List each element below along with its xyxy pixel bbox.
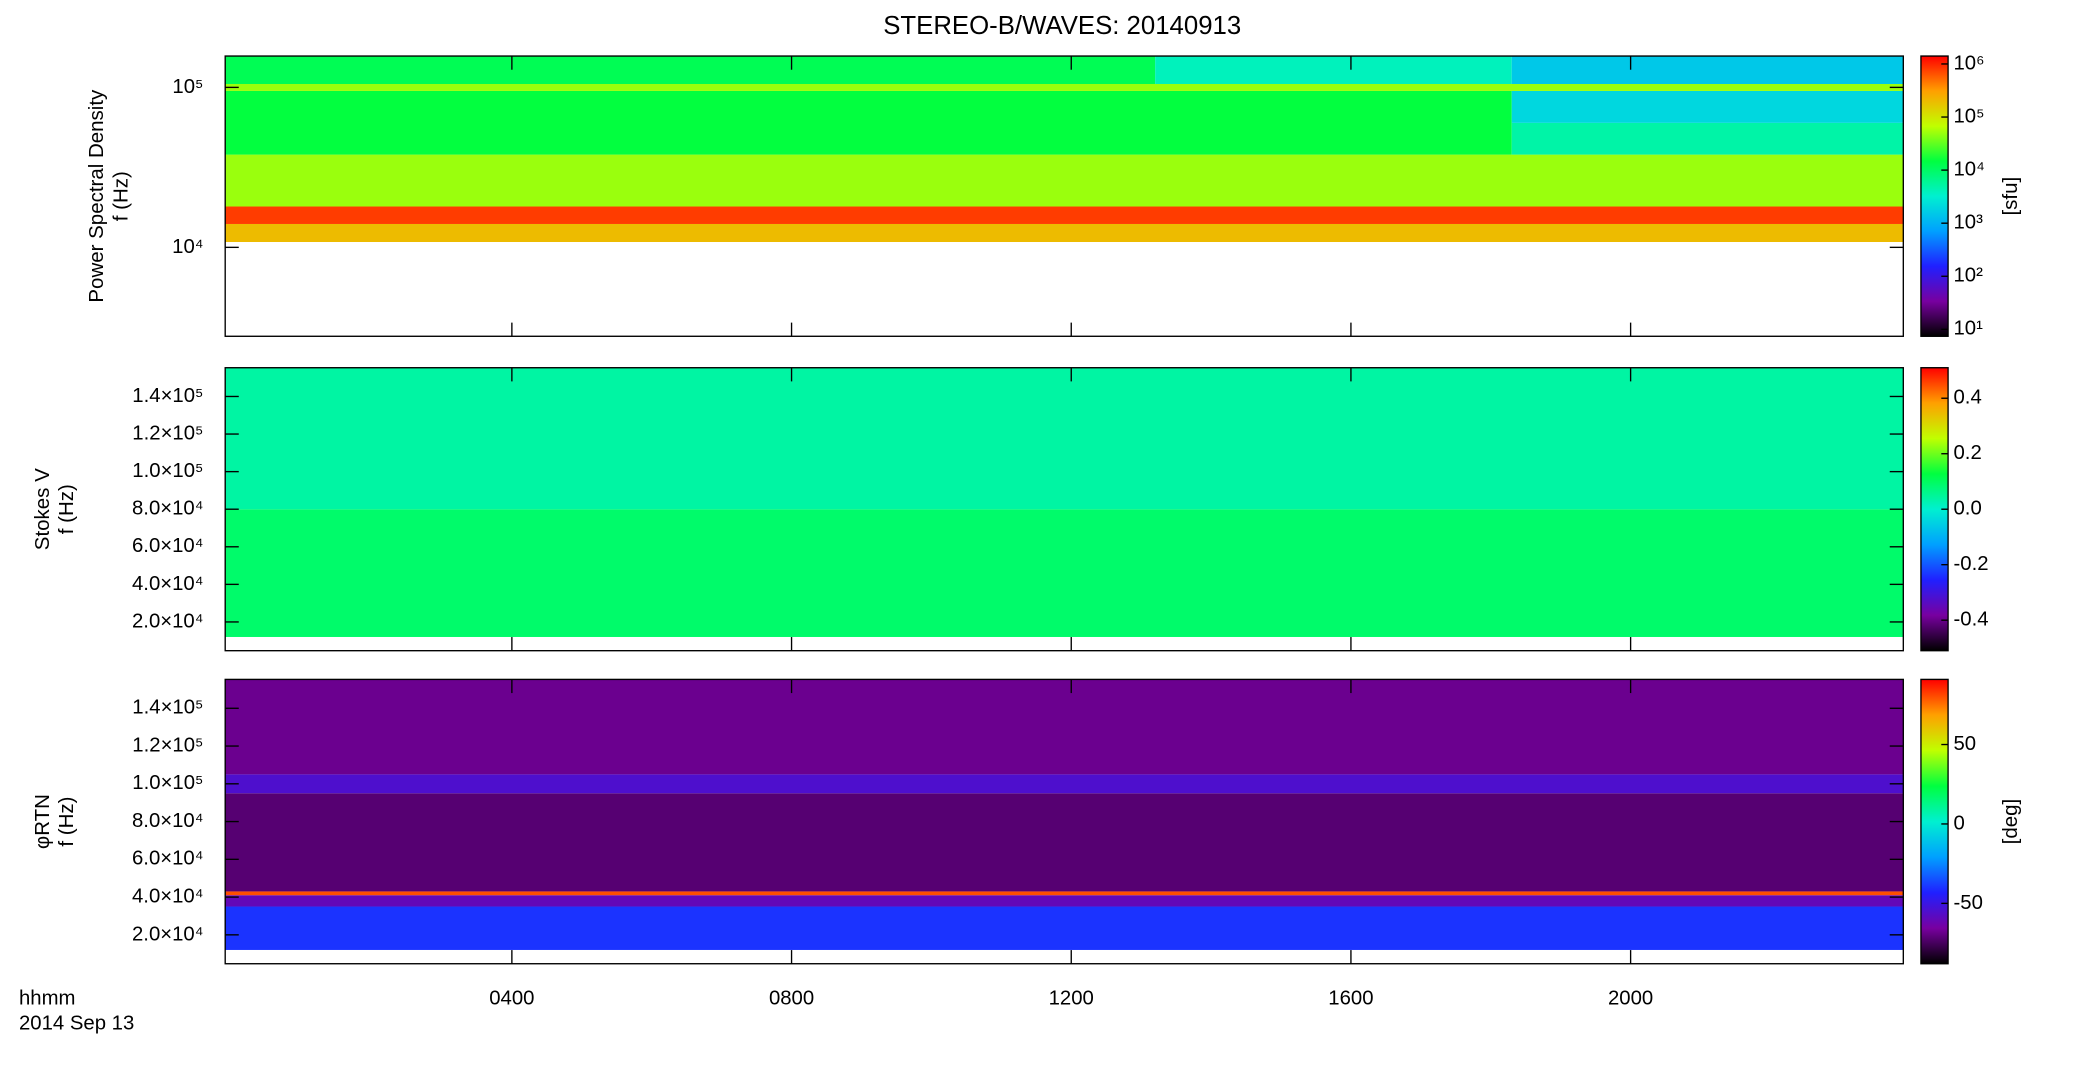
- plot-area: STEREO-B/WAVES: 20140913 hhmm 2014 Sep 1…: [19, 12, 2022, 1034]
- y-tick-label: 2.0×10⁴: [132, 610, 203, 632]
- x-tick-label: 2000: [1608, 988, 1653, 1010]
- axis-frame: [224, 55, 1904, 337]
- y-axis-label: f (Hz): [56, 797, 78, 847]
- colorbar-tick-label: 0.2: [1954, 442, 1982, 464]
- heatmap-cell: [1155, 56, 1512, 84]
- heatmap-cell: [225, 90, 1512, 155]
- x-tick-label: 0800: [769, 988, 814, 1010]
- y-tick-label: 10⁵: [172, 76, 203, 98]
- colorbar-tick-label: 10⁴: [1954, 158, 1985, 180]
- heatmap-cell: [225, 679, 1904, 775]
- panel: 2.0×10⁴ 4.0×10⁴ 6.0×10⁴ 8.0×10⁴ 1.0×10⁵ 1.2×1…: [32, 678, 2022, 1010]
- y-tick-label: 4.0×10⁴: [132, 885, 203, 907]
- heatmap-cell: [225, 906, 1904, 950]
- heatmap-cell: [225, 895, 1904, 907]
- colorbar-tick-label: 0.4: [1954, 387, 1982, 409]
- heatmap-cell: [225, 774, 1904, 794]
- y-tick-label: 1.4×10⁵: [132, 697, 203, 719]
- colorbar-tick-label: 0: [1954, 812, 1965, 834]
- heatmap-cell: [1511, 122, 1904, 155]
- y-axis-label: f (Hz): [56, 484, 78, 534]
- y-axis-label: φRTN: [32, 794, 54, 849]
- heatmap-cell: [225, 891, 1904, 896]
- colorbar-tick-label: 10⁵: [1954, 105, 1985, 127]
- colorbar-tick-label: 50: [1954, 733, 1977, 755]
- panel: 2.0×10⁴ 4.0×10⁴ 6.0×10⁴ 8.0×10⁴ 1.0×10⁵ 1.2×1…: [32, 367, 1989, 652]
- heatmap-cell: [225, 206, 1904, 224]
- x-tick-label: 1200: [1049, 988, 1094, 1010]
- y-tick-label: 1.0×10⁵: [132, 460, 203, 482]
- y-tick-label: 1.4×10⁵: [132, 385, 203, 407]
- x-axis-label: hhmm: [19, 988, 75, 1010]
- y-tick-label: 1.2×10⁵: [132, 734, 203, 756]
- y-tick-label: 8.0×10⁴: [132, 498, 203, 520]
- heatmap-cell: [225, 509, 1904, 637]
- heatmap-cell: [225, 793, 1904, 892]
- y-tick-label: 4.0×10⁴: [132, 573, 203, 595]
- x-axis-date: 2014 Sep 13: [19, 1012, 134, 1034]
- colorbar-label: [deg]: [2000, 799, 2022, 845]
- heatmap-cell: [225, 83, 1904, 91]
- y-tick-label: 6.0×10⁴: [132, 535, 203, 557]
- colorbar: [1920, 55, 1949, 337]
- colorbar-tick-label: 10³: [1954, 212, 1984, 234]
- y-axis-label: Stokes V: [32, 468, 54, 550]
- heatmap-cell: [1511, 90, 1904, 123]
- heatmap-cell: [1511, 56, 1904, 84]
- chart-title: STEREO-B/WAVES: 20140913: [883, 12, 1241, 40]
- colorbar-tick-label: 10⁶: [1954, 52, 1985, 74]
- x-tick-label: 1600: [1328, 988, 1373, 1010]
- y-tick-label: 8.0×10⁴: [132, 810, 203, 832]
- colorbar-tick-label: -0.4: [1954, 609, 1989, 631]
- colorbar-tick-label: 0.0: [1954, 498, 1982, 520]
- heatmap-cell: [225, 367, 1904, 510]
- panel: 10⁴ 10⁵ Power Spectral Density f (Hz) 10¹ 10²…: [86, 52, 2022, 339]
- colorbar: [1920, 678, 1949, 965]
- colorbar-tick-label: 10²: [1954, 265, 1984, 287]
- y-axis-label: f (Hz): [111, 171, 133, 221]
- y-tick-label: 2.0×10⁴: [132, 923, 203, 945]
- y-tick-label: 10⁴: [172, 236, 203, 258]
- heatmap-cell: [225, 223, 1904, 243]
- x-tick-label: 0400: [489, 988, 534, 1010]
- colorbar-tick-label: -0.2: [1954, 553, 1989, 575]
- colorbar-tick-label: -50: [1954, 892, 1983, 914]
- y-axis-label: Power Spectral Density: [86, 89, 108, 303]
- colorbar-label: [sfu]: [2000, 177, 2022, 216]
- heatmap-cell: [225, 154, 1904, 207]
- y-tick-label: 1.2×10⁵: [132, 422, 203, 444]
- y-tick-label: 6.0×10⁴: [132, 848, 203, 870]
- y-tick-label: 1.0×10⁵: [132, 772, 203, 794]
- heatmap-cell: [225, 56, 1156, 84]
- colorbar-tick-label: 10¹: [1954, 318, 1984, 340]
